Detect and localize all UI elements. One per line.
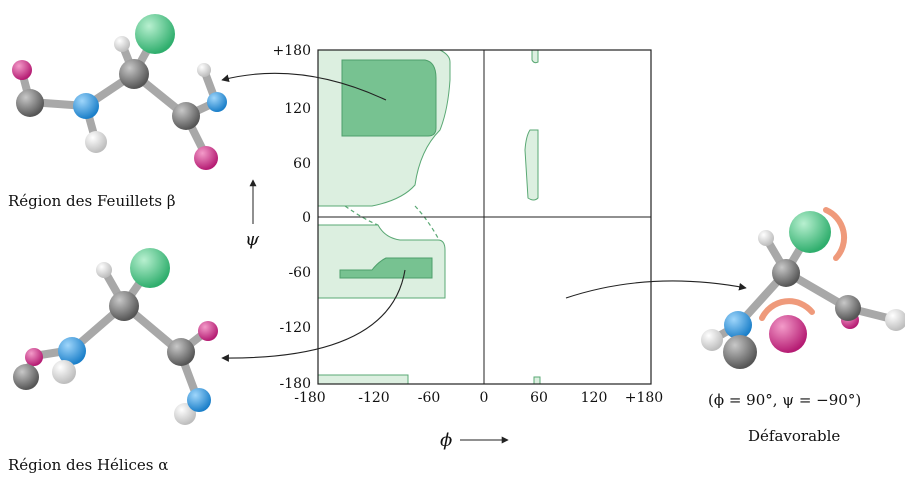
ramachandran-plot: -180 -120 -60 0 60 120 +180 +180 120 60 …: [245, 43, 663, 451]
hydrogen-atom: [52, 360, 76, 384]
carbon-atom: [119, 59, 149, 89]
top-small-region: [531, 49, 539, 64]
oxygen-atom: [198, 321, 218, 341]
bottom-strip-region: [317, 374, 409, 385]
oxygen-atom: [25, 348, 43, 366]
nitrogen-atom: [58, 337, 86, 365]
bridge-dashed-1: [344, 205, 379, 226]
x-tick-label: 0: [480, 390, 489, 406]
bottom-right-strip: [533, 376, 541, 385]
x-tick-label: 60: [530, 390, 548, 406]
y-tick-label: 120: [284, 101, 311, 117]
carbon-atom: [16, 89, 44, 117]
y-tick-label: 0: [302, 210, 311, 226]
y-tick-label: +180: [273, 43, 311, 59]
oxygen-atom: [12, 60, 32, 80]
x-axis-label: ϕ: [440, 430, 452, 451]
side-chain-atom: [130, 248, 170, 288]
x-tick-label: -180: [294, 390, 325, 406]
nitrogen-atom: [724, 311, 752, 339]
y-axis-label: ψ: [245, 229, 260, 250]
y-tick-label: -180: [280, 376, 311, 392]
carbon-atom: [835, 295, 861, 321]
hydrogen-atom: [174, 403, 196, 425]
carbon-atom: [13, 364, 39, 390]
beta-favored-region: [341, 59, 437, 137]
hydrogen-atom: [758, 230, 774, 246]
hydrogen-atom: [96, 262, 112, 278]
nitrogen-atom: [73, 93, 99, 119]
alpha-region-label: Région des Hélices α: [8, 456, 168, 474]
unfavorable-molecule: [701, 207, 905, 369]
oxygen-atom: [769, 315, 807, 353]
alpha-favored-region: [339, 257, 433, 279]
x-tick-labels: -180 -120 -60 0 60 120 +180: [294, 390, 663, 406]
unfavorable-angles-label: (ϕ = 90°, ψ = −90°): [708, 391, 861, 409]
beta-region-label: Région des Feuillets β: [8, 192, 176, 210]
hydrogen-atom: [85, 131, 107, 153]
side-chain-atom: [135, 14, 175, 54]
y-tick-label: -120: [280, 320, 311, 336]
carbon-atom: [723, 335, 757, 369]
beta-arrow: [221, 72, 387, 101]
y-tick-label: -60: [288, 265, 311, 281]
hydrogen-atom: [114, 36, 130, 52]
x-tick-label: 120: [581, 390, 608, 406]
alpha-arrow: [221, 269, 406, 362]
nitrogen-atom: [187, 388, 211, 412]
unfavorable-label: Défavorable: [748, 427, 840, 445]
x-tick-label: -120: [358, 390, 389, 406]
carbon-atom: [772, 259, 800, 287]
unfavorable-arrow: [565, 280, 747, 299]
hydrogen-atom: [701, 329, 723, 351]
x-tick-label: +180: [625, 390, 663, 406]
x-tick-label: -60: [418, 390, 441, 406]
carbon-atom: [109, 291, 139, 321]
hydrogen-atom: [197, 63, 211, 77]
side-chain-atom: [789, 211, 831, 253]
hydrogen-atom: [885, 309, 905, 331]
steric-clash-arc: [823, 207, 848, 261]
steric-clash-arc: [759, 298, 815, 321]
oxygen-atom: [194, 146, 218, 170]
y-tick-label: 60: [293, 156, 311, 172]
nitrogen-atom: [207, 92, 227, 112]
y-tick-labels: +180 120 60 0 -60 -120 -180: [273, 43, 311, 392]
carbon-atom: [172, 102, 200, 130]
beta-sheet-molecule: [12, 14, 227, 170]
carbon-atom: [167, 338, 195, 366]
alpha-helix-molecule: [13, 248, 218, 425]
bridge-dashed-2: [414, 205, 439, 239]
left-handed-region: [524, 129, 539, 201]
